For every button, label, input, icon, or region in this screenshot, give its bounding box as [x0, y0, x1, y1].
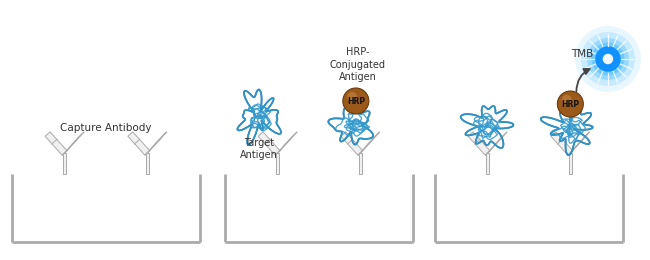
Circle shape — [575, 26, 641, 92]
Polygon shape — [468, 132, 490, 155]
Polygon shape — [45, 132, 67, 155]
Text: Capture Antibody: Capture Antibody — [60, 123, 151, 133]
FancyBboxPatch shape — [486, 153, 489, 174]
Polygon shape — [358, 132, 380, 155]
FancyBboxPatch shape — [276, 153, 279, 174]
Text: TMB: TMB — [571, 49, 593, 59]
Text: Target
Antigen: Target Antigen — [240, 138, 278, 160]
Circle shape — [347, 92, 357, 102]
Circle shape — [557, 91, 583, 117]
Circle shape — [343, 88, 369, 114]
Polygon shape — [341, 132, 363, 155]
FancyBboxPatch shape — [359, 153, 362, 174]
Circle shape — [581, 32, 635, 86]
Polygon shape — [128, 132, 150, 155]
Polygon shape — [551, 132, 573, 155]
Circle shape — [592, 42, 625, 75]
Text: HRP-
Conjugated
Antigen: HRP- Conjugated Antigen — [330, 47, 386, 82]
Polygon shape — [568, 132, 590, 155]
Text: HRP: HRP — [562, 100, 579, 108]
Polygon shape — [145, 132, 167, 155]
Polygon shape — [275, 132, 297, 155]
Polygon shape — [258, 132, 280, 155]
FancyBboxPatch shape — [569, 153, 572, 174]
FancyBboxPatch shape — [146, 153, 149, 174]
Text: HRP: HRP — [347, 96, 365, 106]
Circle shape — [562, 95, 571, 105]
Polygon shape — [485, 132, 507, 155]
Circle shape — [587, 38, 629, 80]
FancyBboxPatch shape — [63, 153, 66, 174]
Circle shape — [595, 46, 621, 72]
Polygon shape — [62, 132, 84, 155]
Circle shape — [603, 54, 613, 64]
